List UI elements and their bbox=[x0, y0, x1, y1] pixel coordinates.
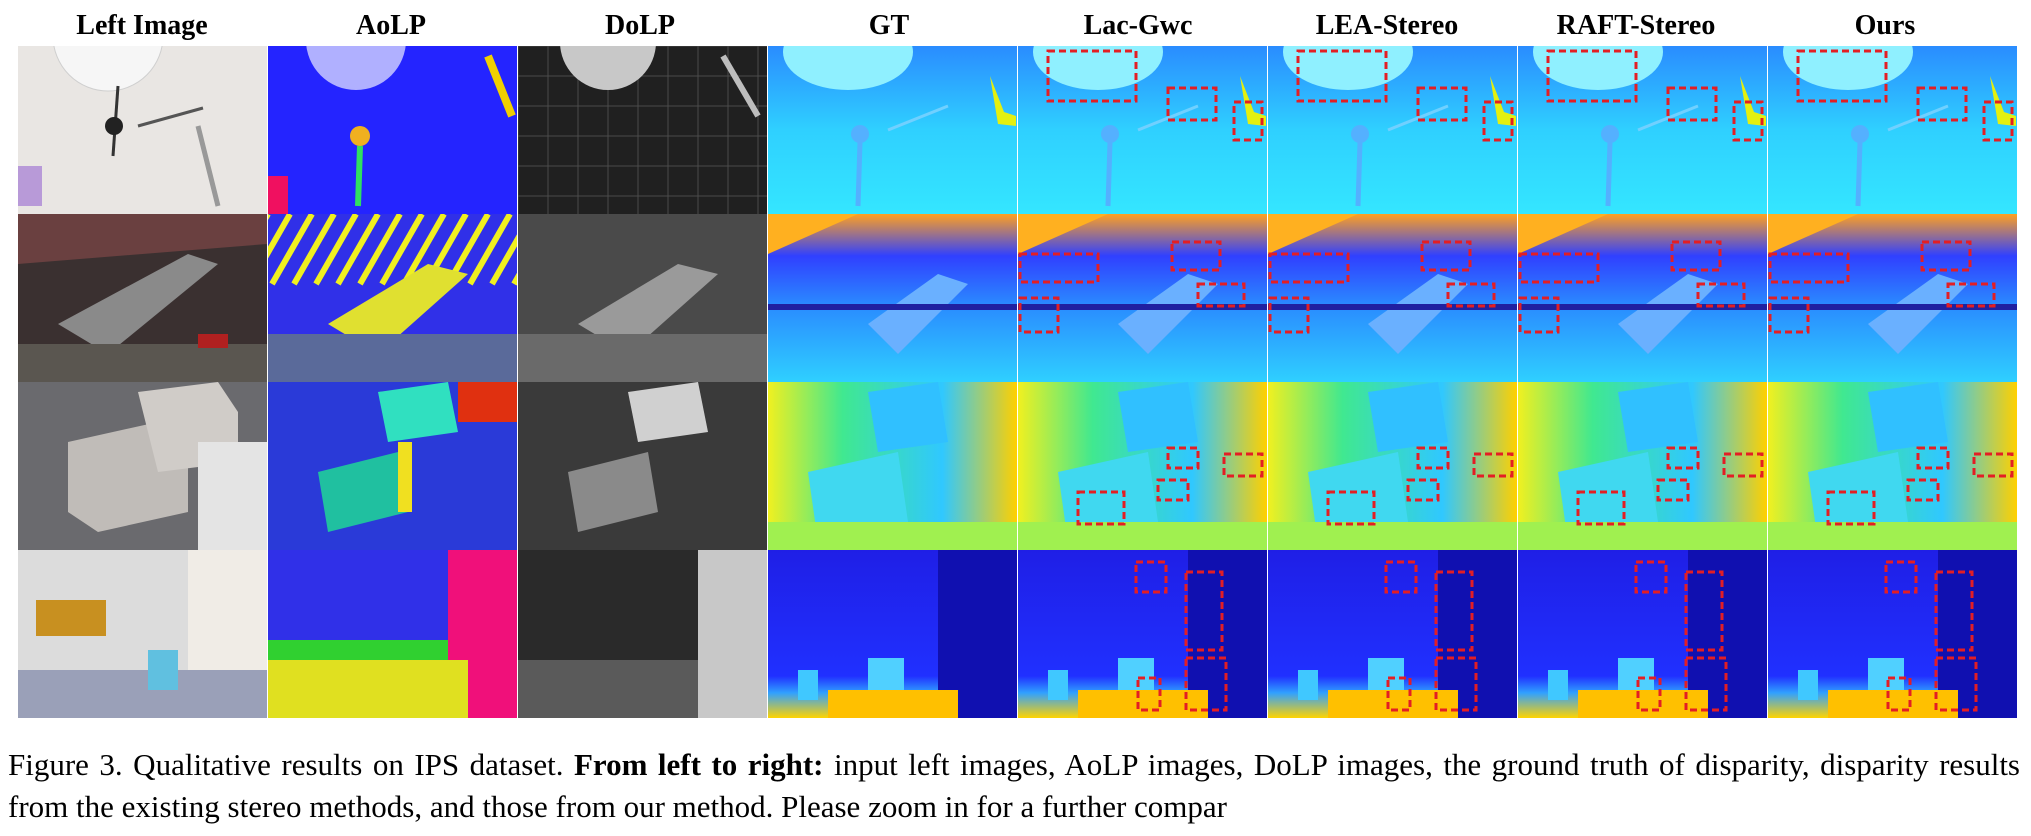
header-aolp: AoLP bbox=[356, 10, 426, 41]
header-dolp: DoLP bbox=[605, 10, 675, 41]
image-mall-escalator-left-image bbox=[18, 214, 267, 382]
caption-text: input left images, AoLP images, DoLP ima… bbox=[8, 747, 2020, 824]
caption-bold: From left to right: bbox=[573, 747, 824, 782]
image-mall-escalator-gt bbox=[768, 214, 1017, 382]
image-restaurant-aolp bbox=[268, 550, 517, 718]
image-restaurant-dolp bbox=[518, 550, 767, 718]
tile-mall-escalator-ours bbox=[1768, 214, 2017, 382]
tile-mall-escalator-gt bbox=[768, 214, 1017, 382]
figure-caption: Figure 3. Qualitative results on IPS dat… bbox=[8, 744, 2020, 828]
tile-restaurant-lea-stereo bbox=[1268, 550, 1517, 718]
tile-bathroom-ours bbox=[1768, 46, 2017, 214]
image-restaurant-raft-stereo bbox=[1518, 550, 1767, 718]
header-lea-stereo: LEA-Stereo bbox=[1315, 10, 1459, 41]
tile-storage-boxes-lac-gwc bbox=[1018, 382, 1267, 550]
image-mall-escalator-lac-gwc bbox=[1018, 214, 1267, 382]
tile-restaurant-left-image bbox=[18, 550, 267, 718]
image-storage-boxes-ours bbox=[1768, 382, 2017, 550]
tile-bathroom-raft-stereo bbox=[1518, 46, 1767, 214]
image-bathroom-dolp bbox=[518, 46, 767, 214]
image-storage-boxes-left-image bbox=[18, 382, 267, 550]
tile-storage-boxes-raft-stereo bbox=[1518, 382, 1767, 550]
column-headers: Left Image AoLP DoLP GT Lac-Gwc LEA-Ster… bbox=[18, 6, 2020, 46]
image-restaurant-left-image bbox=[18, 550, 267, 718]
header-lac-gwc: Lac-Gwc bbox=[1083, 10, 1193, 41]
image-restaurant-ours bbox=[1768, 550, 2017, 718]
tile-bathroom-left-image bbox=[18, 46, 267, 214]
header-left-image: Left Image bbox=[76, 10, 208, 41]
image-mall-escalator-lea-stereo bbox=[1268, 214, 1517, 382]
tile-storage-boxes-left-image bbox=[18, 382, 267, 550]
header-gt: GT bbox=[868, 10, 910, 41]
tile-mall-escalator-lea-stereo bbox=[1268, 214, 1517, 382]
tile-mall-escalator-dolp bbox=[518, 214, 767, 382]
tile-storage-boxes-aolp bbox=[268, 382, 517, 550]
tile-storage-boxes-ours bbox=[1768, 382, 2017, 550]
tile-restaurant-gt bbox=[768, 550, 1017, 718]
image-bathroom-gt bbox=[768, 46, 1017, 214]
tile-storage-boxes-dolp bbox=[518, 382, 767, 550]
tile-restaurant-dolp bbox=[518, 550, 767, 718]
caption-label: Figure 3. Qualitative results on IPS dat… bbox=[8, 747, 564, 782]
tile-restaurant-lac-gwc bbox=[1018, 550, 1267, 718]
image-storage-boxes-lac-gwc bbox=[1018, 382, 1267, 550]
image-mall-escalator-aolp bbox=[268, 214, 517, 382]
tile-restaurant-ours bbox=[1768, 550, 2017, 718]
tile-restaurant-aolp bbox=[268, 550, 517, 718]
image-storage-boxes-dolp bbox=[518, 382, 767, 550]
tile-bathroom-lac-gwc bbox=[1018, 46, 1267, 214]
tile-bathroom-lea-stereo bbox=[1268, 46, 1517, 214]
tile-bathroom-gt bbox=[768, 46, 1017, 214]
image-restaurant-lac-gwc bbox=[1018, 550, 1267, 718]
tile-mall-escalator-raft-stereo bbox=[1518, 214, 1767, 382]
image-storage-boxes-gt bbox=[768, 382, 1017, 550]
header-ours: Ours bbox=[1854, 10, 1916, 41]
tile-storage-boxes-lea-stereo bbox=[1268, 382, 1517, 550]
tile-bathroom-dolp bbox=[518, 46, 767, 214]
tile-mall-escalator-aolp bbox=[268, 214, 517, 382]
tile-bathroom-aolp bbox=[268, 46, 517, 214]
image-bathroom-ours bbox=[1768, 46, 2017, 214]
header-raft-stereo: RAFT-Stereo bbox=[1556, 10, 1716, 41]
image-storage-boxes-aolp bbox=[268, 382, 517, 550]
image-bathroom-lea-stereo bbox=[1268, 46, 1517, 214]
image-bathroom-raft-stereo bbox=[1518, 46, 1767, 214]
results-grid bbox=[18, 46, 2020, 718]
image-bathroom-aolp bbox=[268, 46, 517, 214]
image-storage-boxes-raft-stereo bbox=[1518, 382, 1767, 550]
tile-mall-escalator-lac-gwc bbox=[1018, 214, 1267, 382]
image-mall-escalator-ours bbox=[1768, 214, 2017, 382]
tile-restaurant-raft-stereo bbox=[1518, 550, 1767, 718]
tile-mall-escalator-left-image bbox=[18, 214, 267, 382]
image-storage-boxes-lea-stereo bbox=[1268, 382, 1517, 550]
image-mall-escalator-raft-stereo bbox=[1518, 214, 1767, 382]
image-bathroom-left-image bbox=[18, 46, 267, 214]
tile-storage-boxes-gt bbox=[768, 382, 1017, 550]
image-mall-escalator-dolp bbox=[518, 214, 767, 382]
image-restaurant-gt bbox=[768, 550, 1017, 718]
image-bathroom-lac-gwc bbox=[1018, 46, 1267, 214]
image-restaurant-lea-stereo bbox=[1268, 550, 1517, 718]
